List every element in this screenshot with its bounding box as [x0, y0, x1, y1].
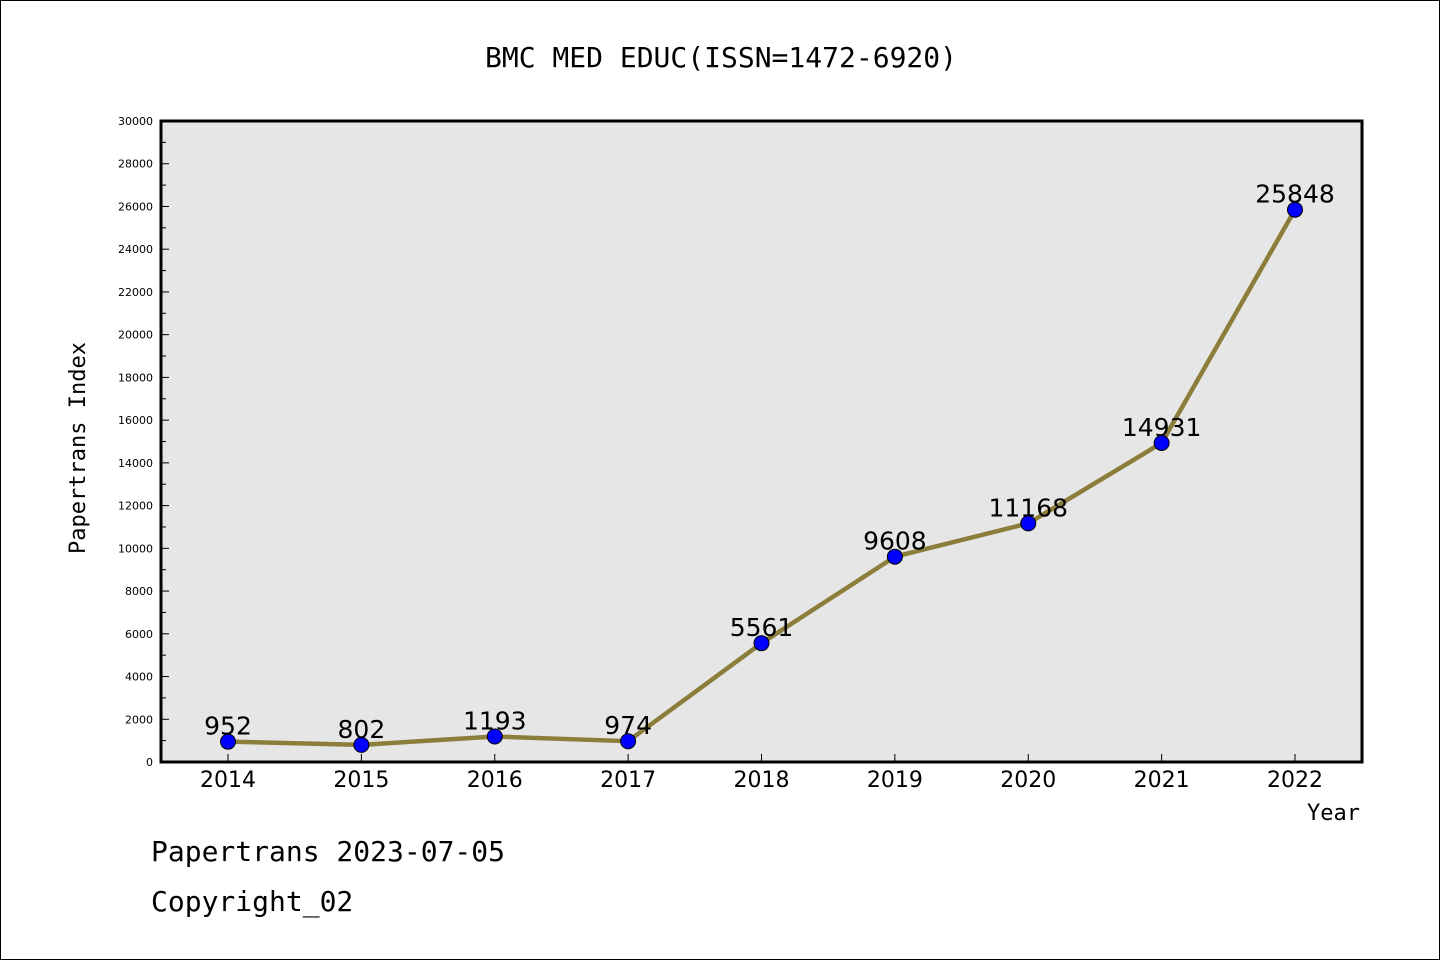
- data-point: [220, 733, 236, 750]
- data-label: 802: [338, 715, 386, 744]
- y-tick-label: 12000: [118, 500, 153, 513]
- x-tick-label: 2014: [200, 768, 256, 793]
- x-tick-label: 2015: [333, 768, 389, 793]
- data-series: 952 802 1193 974 5561 9608 11168 14931 25848: [204, 180, 1335, 753]
- x-tick-label: 2019: [867, 768, 923, 793]
- y-tick-label: 26000: [118, 200, 153, 213]
- y-axis: 0 2000 4000 6000 8000 10000 12000 14000 16000 180…: [118, 115, 169, 769]
- x-axis: 2014 2015 2016 2017 2018 2019 2020 2021 2022: [200, 754, 1323, 793]
- data-label: 1193: [463, 707, 527, 736]
- x-tick-label: 2017: [600, 768, 656, 793]
- data-point: [353, 736, 370, 753]
- y-tick-label: 18000: [118, 371, 153, 384]
- data-label: 5561: [730, 613, 794, 642]
- footer-copyright: Copyright_02: [151, 885, 354, 918]
- data-label: 9608: [863, 527, 927, 556]
- data-point: [620, 733, 637, 750]
- y-tick-label: 14000: [118, 457, 153, 470]
- y-tick-label: 2000: [125, 713, 153, 726]
- x-tick-label: 2022: [1267, 768, 1323, 793]
- data-label: 11168: [988, 493, 1068, 522]
- y-tick-label: 28000: [118, 158, 153, 171]
- y-tick-label: 4000: [125, 671, 153, 684]
- data-label: 25848: [1255, 180, 1335, 209]
- x-tick-label: 2018: [734, 768, 790, 793]
- y-tick-label: 30000: [118, 115, 153, 128]
- data-point: [886, 548, 903, 565]
- data-label: 952: [204, 712, 252, 741]
- data-point: [753, 635, 770, 652]
- x-tick-label: 2016: [467, 768, 523, 793]
- x-axis-label: Year: [1307, 801, 1360, 826]
- x-tick-label: 2021: [1134, 768, 1190, 793]
- y-tick-label: 10000: [118, 542, 153, 555]
- y-tick-label: 24000: [118, 243, 153, 256]
- y-tick-label: 0: [146, 756, 153, 769]
- y-tick-label: 8000: [125, 585, 153, 598]
- y-tick-label: 20000: [118, 329, 153, 342]
- y-tick-label: 16000: [118, 414, 153, 427]
- footer-date: Papertrans 2023-07-05: [151, 835, 506, 868]
- y-axis-label: Papertrans Index: [66, 342, 91, 554]
- data-point: [1153, 434, 1170, 451]
- data-point: [486, 728, 503, 745]
- y-tick-label: 22000: [118, 286, 153, 299]
- data-point: [1287, 201, 1303, 218]
- data-label: 974: [604, 711, 652, 740]
- x-tick-label: 2020: [1000, 768, 1056, 793]
- data-point: [1020, 515, 1037, 532]
- data-label: 14931: [1122, 413, 1202, 442]
- y-tick-label: 6000: [125, 628, 153, 641]
- chart-title: BMC MED EDUC(ISSN=1472-6920): [485, 41, 957, 74]
